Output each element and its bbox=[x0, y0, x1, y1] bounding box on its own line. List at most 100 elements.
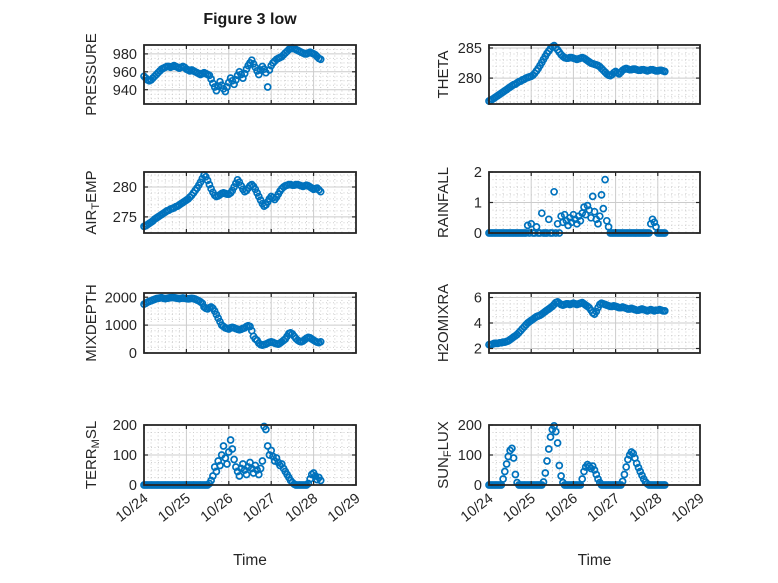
data-point bbox=[262, 425, 270, 434]
data-point bbox=[205, 180, 214, 189]
data-point bbox=[315, 186, 323, 194]
y-tick-label: 0 bbox=[474, 226, 482, 242]
y-tick-labels: 0 1 2 bbox=[474, 165, 482, 242]
data-point bbox=[660, 307, 669, 315]
data-point bbox=[541, 469, 550, 477]
x-tick-label: 10/27 bbox=[240, 491, 278, 526]
tick-marks bbox=[488, 293, 701, 353]
ylabel-h2omixra: H2OMIXRA bbox=[435, 284, 452, 362]
y-tick-label: 200 bbox=[458, 418, 482, 434]
data-point bbox=[230, 455, 238, 464]
y-tick-label: 0 bbox=[129, 346, 137, 362]
x-tick-labels: 10/24 10/25 10/26 10/27 10/28 10/29 bbox=[113, 491, 363, 526]
y-tick-labels: 0 1000 2000 bbox=[105, 290, 137, 362]
data-point bbox=[601, 175, 609, 184]
ylabel-sun-flux: SUNFLUX bbox=[435, 421, 454, 489]
scatter-markers bbox=[485, 298, 669, 349]
xlabel-time-left: Time bbox=[233, 552, 267, 569]
plot-mixdepth: 0 1000 2000 MIXDEPTH bbox=[83, 284, 357, 362]
scatter-markers bbox=[485, 41, 669, 105]
data-point bbox=[212, 467, 221, 476]
data-point bbox=[216, 461, 224, 470]
minor-grid bbox=[144, 172, 356, 233]
data-point bbox=[629, 449, 638, 458]
axes-frame bbox=[143, 171, 357, 234]
data-point bbox=[269, 193, 277, 202]
data-point bbox=[509, 454, 518, 462]
tick-marks bbox=[488, 171, 701, 234]
data-point bbox=[316, 476, 325, 485]
y-tick-label: 4 bbox=[474, 316, 482, 332]
y-tick-label: 980 bbox=[113, 47, 137, 63]
y-tick-labels: 0 100 200 bbox=[458, 418, 482, 494]
axes-frame bbox=[143, 292, 357, 354]
axes-frame bbox=[143, 44, 357, 105]
data-point bbox=[546, 433, 555, 441]
figure-title: Figure 3 low bbox=[203, 11, 297, 28]
major-grid bbox=[489, 425, 700, 485]
data-point bbox=[597, 191, 606, 199]
data-point bbox=[636, 467, 645, 476]
data-point bbox=[316, 55, 325, 64]
scatter-markers bbox=[140, 171, 325, 231]
y-tick-label: 940 bbox=[113, 83, 137, 99]
y-tick-labels: 0 100 200 bbox=[113, 418, 137, 494]
data-point bbox=[198, 299, 207, 308]
data-point bbox=[634, 463, 643, 472]
xlabel-time-right: Time bbox=[577, 552, 612, 569]
data-point bbox=[551, 427, 560, 436]
y-tick-label: 280 bbox=[458, 71, 482, 87]
plot-pressure: 940 960 980 PRESSURE bbox=[83, 33, 357, 116]
data-point bbox=[316, 187, 325, 196]
tick-marks bbox=[488, 45, 701, 104]
y-tick-label: 0 bbox=[129, 478, 137, 494]
data-point bbox=[247, 180, 256, 189]
data-point bbox=[219, 442, 228, 450]
ylabel-mixdepth: MIXDEPTH bbox=[83, 284, 100, 362]
tick-marks bbox=[488, 424, 701, 486]
data-point bbox=[592, 470, 601, 479]
data-point bbox=[583, 201, 592, 210]
plot-rainfall: 0 1 2 RAINFALL bbox=[435, 165, 701, 242]
tick-marks bbox=[143, 293, 357, 354]
data-point bbox=[499, 475, 507, 483]
ylabel-air-temp: AIRTEMP bbox=[83, 170, 102, 234]
data-point bbox=[226, 436, 235, 444]
y-tick-labels: 280 285 bbox=[458, 41, 482, 87]
plot-h2omixra: 2 4 6 H2OMIXRA bbox=[435, 284, 701, 362]
data-point bbox=[316, 337, 325, 346]
y-tick-label: 960 bbox=[113, 65, 137, 81]
scatter-markers bbox=[140, 43, 325, 96]
ylabel-terr-msl: TERRMSL bbox=[83, 421, 102, 489]
y-tick-labels: 275 280 bbox=[113, 180, 137, 226]
data-point bbox=[221, 87, 230, 96]
data-point bbox=[502, 460, 511, 468]
x-tick-label: 10/26 bbox=[198, 491, 236, 526]
data-point bbox=[242, 470, 251, 479]
data-point bbox=[511, 470, 520, 479]
data-point bbox=[595, 212, 604, 221]
data-point bbox=[203, 176, 212, 185]
x-tick-label: 10/28 bbox=[627, 491, 665, 526]
y-tick-label: 275 bbox=[113, 210, 137, 226]
minor-grid bbox=[489, 45, 700, 104]
data-point bbox=[232, 76, 240, 84]
y-tick-label: 2000 bbox=[105, 290, 137, 306]
ylabel-theta: THETA bbox=[435, 50, 452, 98]
data-point bbox=[580, 467, 588, 476]
data-point bbox=[557, 472, 565, 480]
y-tick-label: 0 bbox=[474, 478, 482, 494]
y-tick-label: 285 bbox=[458, 41, 482, 57]
data-point bbox=[258, 457, 267, 465]
y-tick-label: 100 bbox=[113, 448, 137, 464]
data-point bbox=[594, 219, 602, 228]
y-tick-label: 1 bbox=[474, 196, 482, 212]
data-point bbox=[576, 216, 585, 225]
data-point bbox=[592, 307, 601, 316]
x-tick-label: 10/29 bbox=[325, 491, 363, 526]
data-point bbox=[235, 472, 244, 480]
x-tick-label: 10/25 bbox=[155, 491, 193, 526]
axes-frame bbox=[488, 44, 701, 105]
data-point bbox=[632, 459, 641, 468]
